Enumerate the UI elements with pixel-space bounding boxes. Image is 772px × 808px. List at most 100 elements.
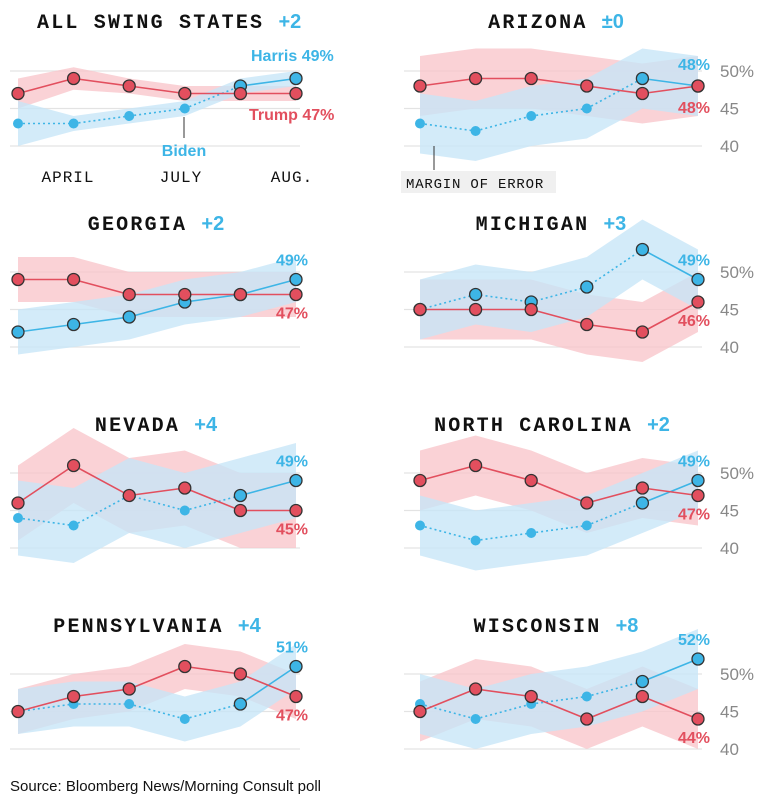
harris-segment <box>475 293 532 303</box>
trump-point <box>524 689 538 704</box>
trump-point <box>413 79 427 93</box>
harris-point <box>581 691 592 702</box>
harris-segment <box>642 77 699 87</box>
trump-point <box>289 86 303 101</box>
harris-point <box>580 280 594 294</box>
harris-point <box>289 71 303 86</box>
trump-point <box>580 496 594 510</box>
trump-segment <box>531 77 587 87</box>
harris-end-label: Harris 49% <box>251 48 334 65</box>
harris-end-label: 52% <box>678 632 710 649</box>
panel-title: NEVADA +4 <box>95 414 218 438</box>
trump-end-label: Trump 47% <box>249 107 334 124</box>
trump-point <box>580 79 594 93</box>
panel-title: NORTH CAROLINA +2 <box>434 414 670 438</box>
biden-annotation: Biden <box>162 143 206 160</box>
panel-margin: +4 <box>194 414 218 436</box>
trump-end-label: 47% <box>276 708 308 725</box>
y-tick-label: 45 <box>720 502 739 521</box>
trump-point <box>178 287 192 302</box>
trump-point <box>413 302 427 317</box>
trump-point <box>635 86 650 101</box>
panel-title: ALL SWING STATES +2 <box>37 11 301 35</box>
trump-point <box>580 712 594 726</box>
trump-point <box>691 295 705 309</box>
y-tick-label: 40 <box>720 740 739 759</box>
trump-segment <box>419 688 476 713</box>
harris-segment <box>184 293 241 303</box>
harris-end-label: 51% <box>276 640 308 657</box>
harris-segment <box>419 122 476 132</box>
trump-point <box>178 481 192 495</box>
harris-point <box>470 535 481 546</box>
trump-segment <box>642 85 699 95</box>
trump-segment <box>530 695 588 720</box>
trump-point <box>66 458 81 473</box>
harris-point <box>13 513 23 523</box>
trump-segment <box>128 665 186 690</box>
trump-point <box>691 488 705 503</box>
harris-segment <box>73 316 130 326</box>
trump-point <box>233 503 248 518</box>
panel-nevada: 49% 45% NEVADA +4 <box>10 414 308 563</box>
trump-segment <box>642 695 699 720</box>
harris-point <box>289 272 303 287</box>
harris-point <box>68 520 79 531</box>
harris-segment <box>240 278 297 296</box>
trump-end-label: 48% <box>678 100 710 117</box>
harris-point <box>289 473 303 488</box>
trump-point <box>233 667 248 681</box>
harris-point <box>233 488 248 503</box>
panel-title: ARIZONA ±0 <box>488 11 624 35</box>
harris-band <box>18 71 296 146</box>
y-tick-label: 50% <box>720 464 754 483</box>
harris-point <box>526 528 537 538</box>
trump-segment <box>586 487 643 504</box>
trump-point <box>66 272 81 287</box>
trump-point <box>122 287 136 302</box>
harris-segment <box>17 703 74 713</box>
harris-point <box>635 496 650 510</box>
harris-point <box>233 697 248 711</box>
panel-wisconsin: 40 45 50% 52% 44% WISCONSIN +8 <box>404 615 754 759</box>
harris-point <box>526 111 537 121</box>
trump-segment <box>642 487 699 497</box>
trump-segment <box>73 77 130 87</box>
harris-point <box>635 242 650 257</box>
harris-point <box>691 473 705 488</box>
trump-segment <box>129 85 185 95</box>
trump-point <box>524 71 538 86</box>
harris-band <box>18 644 296 742</box>
panel-title: MICHIGAN +3 <box>476 213 627 237</box>
harris-point <box>581 520 592 531</box>
panel-pennsylvania: 51% 47% PENNSYLVANIA +4 <box>10 615 308 750</box>
harris-point <box>415 520 425 531</box>
trump-point <box>524 473 538 488</box>
y-tick-label: 50% <box>720 263 754 282</box>
harris-segment <box>642 248 699 281</box>
trump-segment <box>17 77 74 95</box>
trump-segment <box>184 487 241 512</box>
harris-segment <box>129 107 185 117</box>
y-tick-label: 45 <box>720 100 739 119</box>
panel-georgia: 49% 47% GEORGIA +2 <box>10 213 308 355</box>
trump-segment <box>17 695 74 713</box>
harris-segment <box>475 532 532 542</box>
panel-margin: +4 <box>238 615 262 637</box>
harris-point <box>691 272 705 287</box>
harris-segment <box>17 323 74 333</box>
panel-title: WISCONSIN +8 <box>474 615 639 639</box>
harris-point <box>635 71 650 86</box>
trump-segment <box>129 487 185 497</box>
harris-segment <box>586 248 643 288</box>
panel-title: PENNSYLVANIA +4 <box>53 615 261 639</box>
panel-michigan: 40 45 50% 49% 46% MICHIGAN +3 <box>404 213 754 362</box>
harris-segment <box>128 301 186 318</box>
harris-end-label: 48% <box>678 57 710 74</box>
trump-point <box>233 287 248 302</box>
y-tick-label: 45 <box>720 703 739 722</box>
trump-point <box>413 704 427 719</box>
panel-arizona: 40 45 50% 48% 48% ARIZONA ±0 MARGIN OF ERROR <box>401 11 754 193</box>
harris-band <box>18 257 296 355</box>
panel-margin: +8 <box>616 615 639 637</box>
